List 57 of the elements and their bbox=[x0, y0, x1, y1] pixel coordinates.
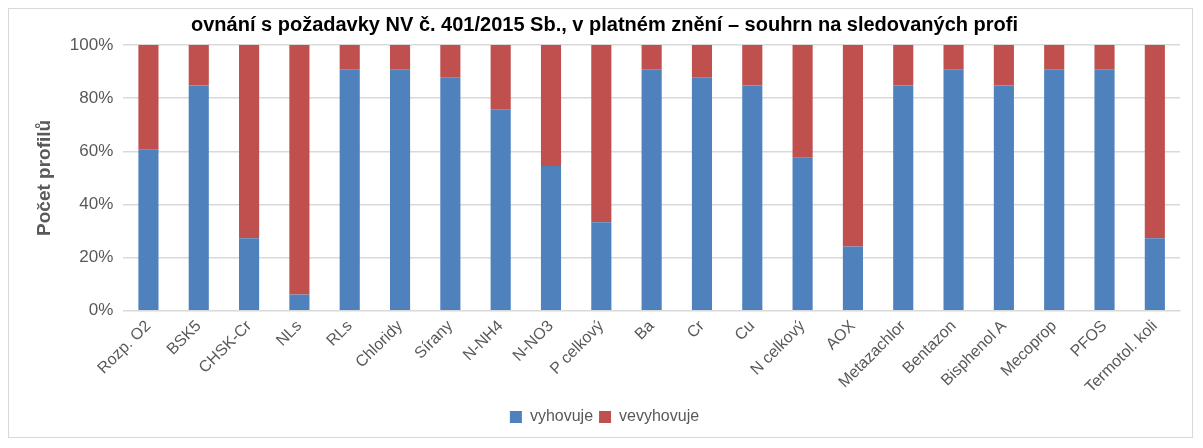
bar bbox=[742, 45, 763, 86]
bar bbox=[1094, 45, 1115, 70]
bar bbox=[691, 45, 713, 78]
bar bbox=[490, 109, 511, 311]
bar bbox=[792, 157, 813, 311]
bar bbox=[138, 149, 159, 311]
bar bbox=[138, 45, 159, 150]
bar bbox=[641, 69, 662, 311]
x-tick-label: Cr bbox=[683, 316, 708, 341]
bar bbox=[1044, 45, 1065, 70]
bar bbox=[742, 85, 763, 311]
bar bbox=[339, 69, 360, 311]
x-tick-label: NLs bbox=[272, 316, 305, 349]
bar bbox=[339, 45, 360, 70]
chart-title: ovnání s požadavky NV č. 401/2015 Sb., v platném znění – souhrn na sledovaných profi bbox=[191, 12, 1018, 35]
legend-label: vyhovuje bbox=[529, 407, 594, 425]
x-tick-label: RLs bbox=[322, 316, 355, 349]
bar bbox=[540, 45, 562, 166]
bar bbox=[490, 45, 511, 110]
bar bbox=[641, 45, 662, 70]
bar bbox=[540, 165, 562, 311]
bar bbox=[943, 45, 964, 70]
bar bbox=[389, 45, 411, 70]
bar bbox=[239, 45, 260, 239]
bar bbox=[440, 45, 461, 78]
legend-label: vevyhovuje bbox=[619, 407, 700, 425]
bar bbox=[188, 45, 209, 86]
bar bbox=[591, 222, 612, 311]
bar bbox=[893, 45, 914, 86]
bar bbox=[188, 85, 209, 311]
bar bbox=[691, 77, 713, 311]
bar bbox=[239, 238, 260, 311]
bar bbox=[591, 45, 612, 223]
y-tick-label: 100% bbox=[69, 34, 114, 54]
bar bbox=[1044, 69, 1065, 311]
bar bbox=[1094, 69, 1115, 311]
bar bbox=[389, 69, 411, 311]
bar bbox=[842, 45, 863, 247]
y-tick-label: 20% bbox=[79, 247, 114, 267]
bar bbox=[289, 45, 310, 295]
bar bbox=[792, 45, 813, 158]
y-tick-label: 60% bbox=[79, 141, 114, 160]
x-tick-label: Ba bbox=[631, 316, 657, 343]
bar bbox=[993, 85, 1014, 311]
y-axis-title: Počet profilů bbox=[32, 119, 54, 236]
x-tick-label: Cu bbox=[731, 316, 758, 344]
bar bbox=[289, 294, 310, 311]
bar bbox=[893, 85, 914, 311]
bar bbox=[1144, 45, 1165, 239]
bar bbox=[842, 246, 863, 311]
y-tick-label: 80% bbox=[79, 87, 114, 107]
bar bbox=[993, 45, 1014, 86]
bar bbox=[440, 77, 461, 311]
bar bbox=[1144, 238, 1165, 311]
y-tick-label: 40% bbox=[79, 194, 114, 214]
bar bbox=[943, 69, 964, 311]
y-tick-label: 0% bbox=[88, 300, 114, 320]
